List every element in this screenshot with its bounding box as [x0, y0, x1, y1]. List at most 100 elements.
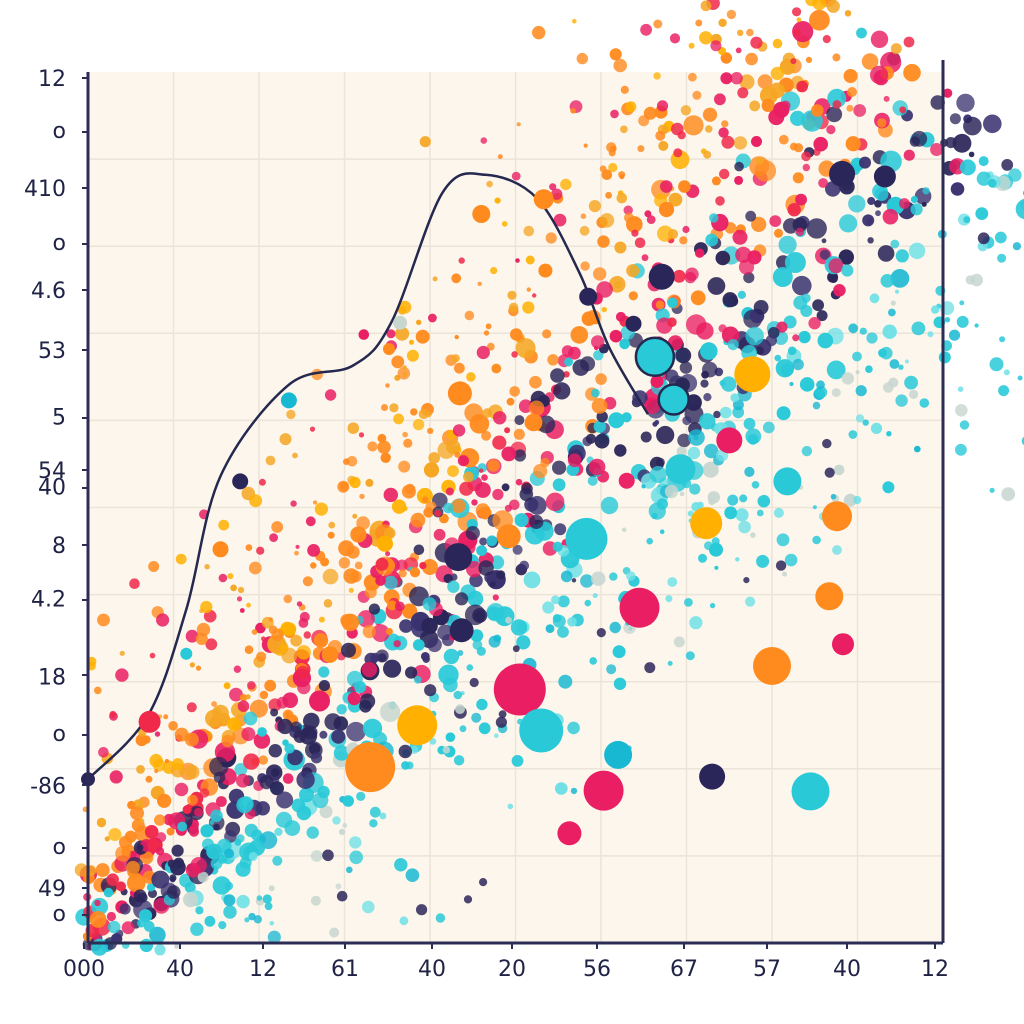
scatter-point: [296, 601, 303, 607]
scatter-point: [386, 329, 396, 339]
scatter-point: [545, 624, 555, 633]
scatter-point: [680, 105, 692, 116]
scatter-point: [745, 596, 756, 607]
scatter-point: [310, 752, 323, 764]
scatter-point: [174, 782, 189, 797]
scatter-point: [346, 545, 360, 559]
scatter-point: [724, 506, 738, 520]
scatter-point: [779, 134, 789, 145]
scatter-point: [1001, 159, 1014, 171]
scatter-point: [765, 334, 777, 347]
scatter-point: [756, 554, 770, 568]
scatter-point: [349, 850, 364, 865]
scatter-point: [721, 120, 729, 128]
scatter-point: [948, 329, 961, 341]
scatter-point: [466, 561, 483, 578]
scatter-point: [265, 455, 276, 466]
scatter-point: [682, 225, 690, 234]
scatter-point: [908, 242, 926, 259]
scatter-point: [882, 324, 897, 339]
scatter-point: [482, 408, 493, 418]
scatter-point: [129, 850, 137, 859]
scatter-point: [557, 595, 570, 608]
scatter-point: [507, 290, 517, 300]
scatter-point: [478, 560, 494, 576]
scatter-point: [471, 712, 482, 723]
bubble-point: [557, 821, 582, 846]
scatter-point: [337, 480, 350, 493]
scatter-point: [409, 567, 421, 578]
scatter-point: [402, 365, 407, 370]
scatter-point: [313, 633, 329, 648]
scatter-point: [1021, 436, 1024, 446]
scatter-point: [700, 0, 712, 12]
scatter-point: [296, 805, 312, 821]
scatter-point: [732, 229, 748, 245]
scatter-point: [750, 36, 763, 49]
scatter-point: [702, 107, 718, 122]
scatter-point: [727, 494, 739, 506]
scatter-point: [451, 498, 466, 514]
scatter-point: [234, 763, 248, 776]
scatter-point: [385, 628, 393, 635]
scatter-point: [563, 371, 570, 378]
scatter-point: [593, 267, 607, 281]
scatter-point: [638, 115, 650, 127]
scatter-point: [827, 88, 847, 108]
scatter-point: [495, 716, 507, 728]
scatter-point: [413, 544, 425, 556]
scatter-point: [646, 215, 656, 225]
scatter-point: [227, 573, 234, 580]
scatter-point: [845, 259, 851, 265]
scatter-point: [259, 775, 274, 790]
scatter-point: [750, 532, 756, 538]
scatter-point: [772, 38, 783, 49]
scatter-point: [492, 488, 504, 501]
scatter-point: [560, 570, 573, 583]
scatter-point: [469, 573, 483, 588]
scatter-point: [808, 317, 821, 330]
scatter-point: [95, 863, 110, 878]
scatter-point: [552, 541, 563, 552]
scatter-point: [976, 171, 992, 186]
scatter-point: [687, 446, 701, 460]
bubble-point: [791, 772, 830, 811]
scatter-point: [608, 412, 625, 429]
scatter-point: [169, 874, 177, 882]
scatter-point: [545, 492, 565, 512]
scatter-point: [210, 857, 223, 870]
scatter-point: [812, 535, 821, 545]
scatter-point: [433, 528, 446, 541]
x-tick-label: 000: [63, 957, 105, 982]
curve-marker: [280, 392, 297, 409]
scatter-point: [582, 312, 596, 327]
scatter-point: [655, 457, 665, 467]
scatter-point: [859, 327, 867, 335]
scatter-point: [601, 306, 607, 313]
scatter-point: [464, 403, 484, 423]
scatter-point: [342, 823, 348, 828]
bubble-point: [444, 543, 473, 572]
scatter-point: [679, 236, 688, 245]
scatter-point: [570, 326, 589, 344]
scatter-point: [323, 599, 333, 608]
scatter-point: [416, 904, 428, 916]
scatter-point: [801, 445, 813, 457]
scatter-point: [156, 613, 170, 627]
scatter-point: [751, 136, 762, 147]
scatter-point: [233, 665, 242, 673]
scatter-point: [98, 747, 109, 758]
scatter-point: [244, 917, 250, 923]
scatter-point: [367, 441, 378, 452]
scatter-point: [248, 839, 265, 856]
bubble-point: [699, 763, 726, 790]
scatter-point: [738, 520, 751, 534]
scatter-point: [447, 580, 460, 593]
scatter-point: [435, 913, 446, 923]
scatter-point: [318, 616, 325, 623]
scatter-point: [377, 440, 391, 454]
bubble-point: [604, 740, 633, 769]
scatter-point: [438, 664, 459, 685]
scatter-point: [700, 379, 709, 388]
scatter-point: [848, 195, 866, 213]
